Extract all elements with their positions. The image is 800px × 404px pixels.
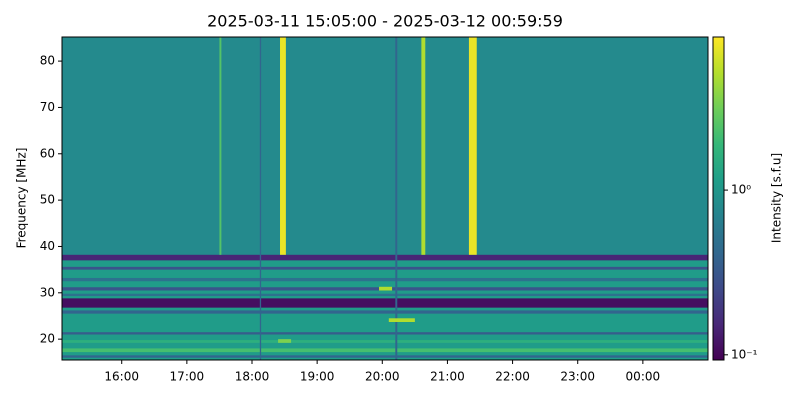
frequency-band [62, 277, 708, 282]
x-tick-label: 17:00 [170, 370, 205, 384]
colorbar-tick-label: 10⁰ [731, 183, 751, 197]
frequency-band [62, 310, 708, 314]
radio-burst [395, 37, 398, 360]
colorbar-tick-label: 10⁻¹ [731, 347, 758, 361]
radio-burst [421, 37, 426, 255]
radio-burst [219, 37, 222, 255]
radio-burst [278, 339, 292, 343]
frequency-band [62, 340, 708, 343]
colorbar [712, 36, 725, 361]
colorbar-label: Intensity [s.f.u] [770, 153, 784, 243]
frequency-band [62, 355, 708, 358]
y-tick-label: 30 [40, 285, 55, 299]
x-tick-label: 00:00 [626, 370, 661, 384]
frequency-band [62, 266, 708, 270]
radio-burst [280, 37, 286, 255]
radio-burst [388, 318, 415, 322]
radio-burst [259, 37, 262, 360]
frequency-band [62, 298, 708, 308]
plot-area [62, 37, 708, 360]
frequency-band [62, 254, 708, 261]
frequency-band [62, 255, 708, 360]
x-tick-label: 22:00 [495, 370, 530, 384]
radio-burst [379, 286, 393, 291]
radio-burst [468, 37, 477, 255]
y-tick-label: 70 [40, 100, 55, 114]
x-tick-label: 19:00 [300, 370, 335, 384]
frequency-band [62, 348, 708, 353]
x-tick-label: 21:00 [430, 370, 465, 384]
frequency-band [62, 293, 708, 297]
y-tick-label: 50 [40, 193, 55, 207]
x-tick-label: 18:00 [235, 370, 270, 384]
y-tick-label: 40 [40, 239, 55, 253]
y-tick-label: 60 [40, 146, 55, 160]
y-axis-label: Frequency [MHz] [15, 148, 29, 249]
x-tick-label: 16:00 [104, 370, 139, 384]
frequency-band [62, 332, 708, 335]
plot-frame [61, 36, 709, 361]
y-tick-label: 20 [40, 332, 55, 346]
chart-title: 2025-03-11 15:05:00 - 2025-03-12 00:59:5… [207, 12, 563, 31]
y-tick-label: 80 [40, 54, 55, 68]
x-tick-label: 20:00 [365, 370, 400, 384]
x-tick-label: 23:00 [560, 370, 595, 384]
